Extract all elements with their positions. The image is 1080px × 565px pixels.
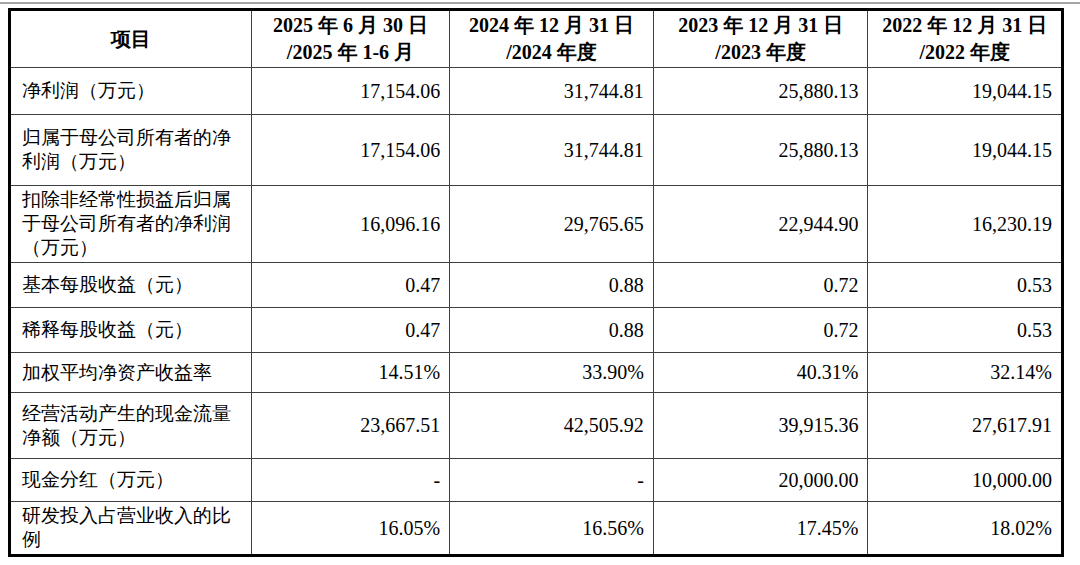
period-range-line: /2025 年 1-6 月: [254, 39, 448, 66]
cell-value: 16.56%: [450, 502, 654, 556]
document-page: 项目 2025 年 6 月 30 日 /2025 年 1-6 月 2024 年 …: [0, 0, 1080, 565]
cell-value: 27,617.91: [868, 393, 1063, 459]
cell-value: 0.88: [450, 308, 654, 353]
cell-value: 16,096.16: [251, 186, 450, 263]
period-date-line: 2022 年 12 月 31 日: [870, 12, 1059, 39]
column-header-period-2024: 2024 年 12 月 31 日 /2024 年度: [450, 10, 654, 68]
financial-summary-table: 项目 2025 年 6 月 30 日 /2025 年 1-6 月 2024 年 …: [8, 8, 1064, 557]
header-row: 项目 2025 年 6 月 30 日 /2025 年 1-6 月 2024 年 …: [10, 10, 1063, 68]
column-header-period-2022: 2022 年 12 月 31 日 /2022 年度: [868, 10, 1063, 68]
table-row-parent-net-profit: 归属于母公司所有者的净利润（万元） 17,154.06 31,744.81 25…: [10, 115, 1063, 186]
cell-value: 18.02%: [868, 502, 1063, 556]
cell-value: 40.31%: [653, 353, 868, 393]
cell-value: 0.72: [653, 263, 868, 308]
table-row-non-recurring-net-profit: 扣除非经常性损益后归属于母公司所有者的净利润（万元） 16,096.16 29,…: [10, 186, 1063, 263]
row-label: 研发投入占营业收入的比例: [10, 502, 252, 556]
column-header-period-2025: 2025 年 6 月 30 日 /2025 年 1-6 月: [251, 10, 450, 68]
row-label: 归属于母公司所有者的净利润（万元）: [10, 115, 252, 186]
cell-value: 31,744.81: [450, 68, 654, 115]
cell-value: 25,880.13: [653, 68, 868, 115]
cell-value: 33.90%: [450, 353, 654, 393]
cell-value: 29,765.65: [450, 186, 654, 263]
cell-value: 19,044.15: [868, 68, 1063, 115]
column-header-item: 项目: [10, 10, 252, 68]
table-row-operating-cash-flow: 经营活动产生的现金流量净额（万元） 23,667.51 42,505.92 39…: [10, 393, 1063, 459]
cell-value: 10,000.00: [868, 459, 1063, 502]
cell-value: 17,154.06: [251, 68, 450, 115]
cell-value: 22,944.90: [653, 186, 868, 263]
cell-value: 19,044.15: [868, 115, 1063, 186]
cell-value: 0.72: [653, 308, 868, 353]
cell-value: 0.53: [868, 308, 1063, 353]
table-row-rd-ratio: 研发投入占营业收入的比例 16.05% 16.56% 17.45% 18.02%: [10, 502, 1063, 556]
period-date-line: 2024 年 12 月 31 日: [452, 12, 651, 39]
table-row-net-profit: 净利润（万元） 17,154.06 31,744.81 25,880.13 19…: [10, 68, 1063, 115]
cell-value: 17.45%: [653, 502, 868, 556]
cell-value: 0.47: [251, 263, 450, 308]
cell-value: 0.53: [868, 263, 1063, 308]
cell-value: 16.05%: [251, 502, 450, 556]
cell-value: -: [450, 459, 654, 502]
period-date-line: 2025 年 6 月 30 日: [254, 12, 448, 39]
cell-value: 20,000.00: [653, 459, 868, 502]
table-row-diluted-eps: 稀释每股收益（元） 0.47 0.88 0.72 0.53: [10, 308, 1063, 353]
cell-value: 31,744.81: [450, 115, 654, 186]
cell-value: 14.51%: [251, 353, 450, 393]
cell-value: 0.47: [251, 308, 450, 353]
table-row-basic-eps: 基本每股收益（元） 0.47 0.88 0.72 0.53: [10, 263, 1063, 308]
row-label: 扣除非经常性损益后归属于母公司所有者的净利润（万元）: [10, 186, 252, 263]
row-label: 基本每股收益（元）: [10, 263, 252, 308]
cell-value: 42,505.92: [450, 393, 654, 459]
cell-value: 0.88: [450, 263, 654, 308]
cell-value: 17,154.06: [251, 115, 450, 186]
period-range-line: /2022 年度: [870, 39, 1059, 66]
cell-value: 16,230.19: [868, 186, 1063, 263]
top-divider-line: [0, 2, 1080, 4]
row-label: 稀释每股收益（元）: [10, 308, 252, 353]
period-range-line: /2024 年度: [452, 39, 651, 66]
cell-value: 25,880.13: [653, 115, 868, 186]
period-date-line: 2023 年 12 月 31 日: [656, 12, 866, 39]
cell-value: 39,915.36: [653, 393, 868, 459]
cell-value: 32.14%: [868, 353, 1063, 393]
cell-value: -: [251, 459, 450, 502]
cell-value: 23,667.51: [251, 393, 450, 459]
row-label: 经营活动产生的现金流量净额（万元）: [10, 393, 252, 459]
table-row-cash-dividend: 现金分红（万元） - - 20,000.00 10,000.00: [10, 459, 1063, 502]
row-label: 加权平均净资产收益率: [10, 353, 252, 393]
row-label: 现金分红（万元）: [10, 459, 252, 502]
period-range-line: /2023 年度: [656, 39, 866, 66]
table-row-weighted-roe: 加权平均净资产收益率 14.51% 33.90% 40.31% 32.14%: [10, 353, 1063, 393]
row-label: 净利润（万元）: [10, 68, 252, 115]
column-header-period-2023: 2023 年 12 月 31 日 /2023 年度: [653, 10, 868, 68]
